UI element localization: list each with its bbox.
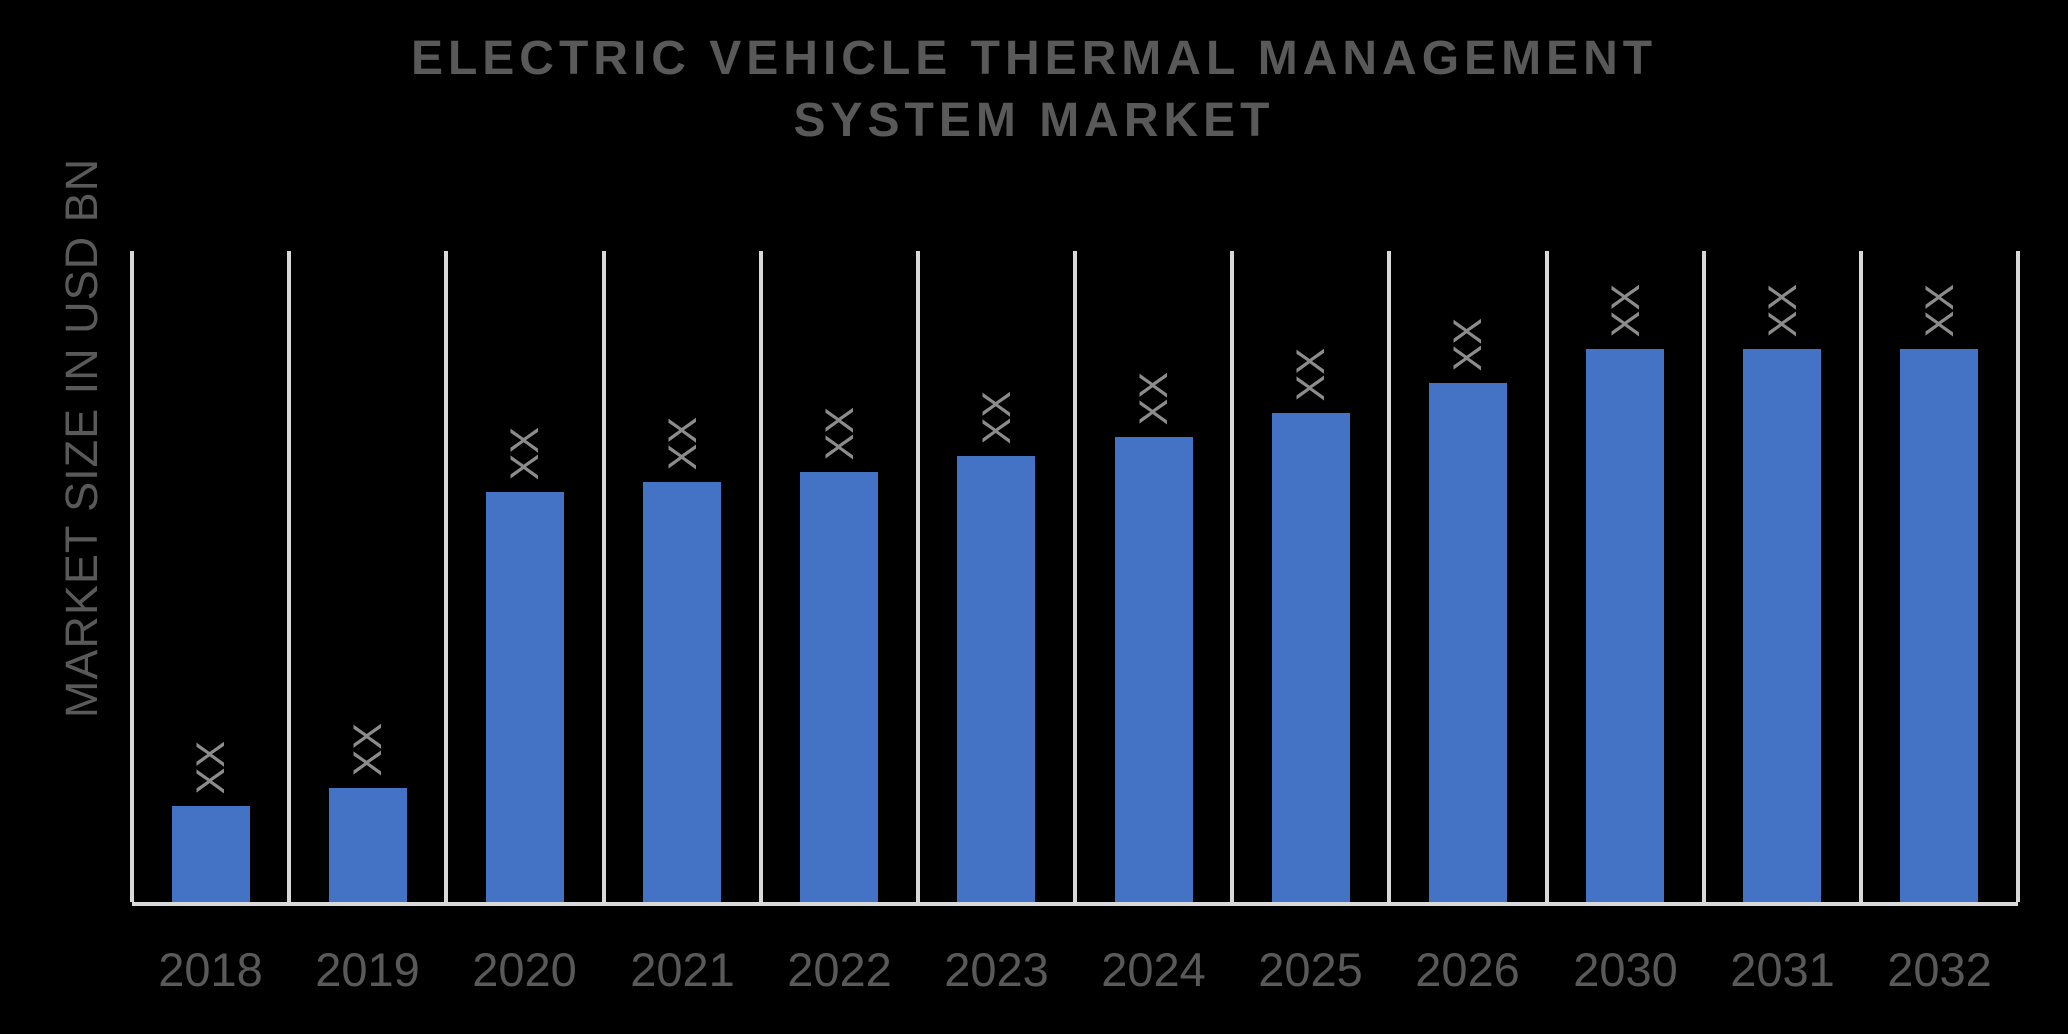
x-tick-label-2032: 2032 [1887,943,1992,996]
bar-data-label-2022: XX [817,406,862,460]
bar-2025 [1272,413,1350,902]
gridline [444,251,448,902]
bar-data-label-2023: XX [974,390,1019,444]
gridline [759,251,763,902]
bar-2022 [800,472,878,902]
gridline [1073,251,1077,902]
chart-title-line2: SYSTEM MARKET [793,94,1275,147]
bar-2021 [643,482,721,902]
bar-data-label-2032: XX [1917,283,1962,337]
x-tick-label-2026: 2026 [1415,943,1520,996]
x-tick-label-2019: 2019 [315,943,420,996]
bar-2030 [1586,349,1664,902]
bar-data-label-2021: XX [660,416,705,470]
x-tick-label-2024: 2024 [1101,943,1206,996]
bar-data-label-2019: XX [345,722,390,776]
bar-2024 [1115,437,1193,902]
bar-2019 [329,788,407,902]
bar-2031 [1743,349,1821,902]
x-tick-label-2025: 2025 [1258,943,1363,996]
gridline [1859,251,1863,902]
x-tick-label-2031: 2031 [1730,943,1835,996]
x-axis: 2018 2019 2020 2021 2022 2023 2024 2025 2026 2030… [132,940,2018,1000]
gridline [1545,251,1549,902]
bar-data-label-2026: XX [1445,317,1490,371]
bar-data-label-2025: XX [1288,347,1333,401]
gridline [1702,251,1706,902]
bar-data-label-2018: XX [188,740,233,794]
chart-title: ELECTRIC VEHICLE THERMAL MANAGEMENT SYST… [0,28,2068,152]
gridline [130,251,134,902]
gridline [1230,251,1234,902]
bar-2026 [1429,383,1507,902]
gridline [2016,251,2020,902]
x-tick-label-2018: 2018 [158,943,263,996]
chart-title-line1: ELECTRIC VEHICLE THERMAL MANAGEMENT [410,32,1658,85]
bar-data-label-2030: XX [1603,283,1648,337]
bar-data-label-2020: XX [502,426,547,480]
x-tick-label-2020: 2020 [472,943,577,996]
plot-area: XX XX XX XX XX XX XX XX XX XX XX XX [130,251,2020,906]
gridline [602,251,606,902]
gridline [287,251,291,902]
x-tick-label-2023: 2023 [944,943,1049,996]
bar-2032 [1900,349,1978,902]
bar-data-label-2024: XX [1131,371,1176,425]
x-tick-label-2030: 2030 [1573,943,1678,996]
bar-2018 [172,806,250,902]
bar-2020 [486,492,564,902]
bar-2023 [957,456,1035,902]
gridline [1387,251,1391,902]
bar-data-label-2031: XX [1760,283,1805,337]
y-axis-label: MARKET SIZE IN USD BN [56,157,107,719]
x-tick-label-2022: 2022 [787,943,892,996]
x-tick-label-2021: 2021 [630,943,735,996]
gridline [916,251,920,902]
